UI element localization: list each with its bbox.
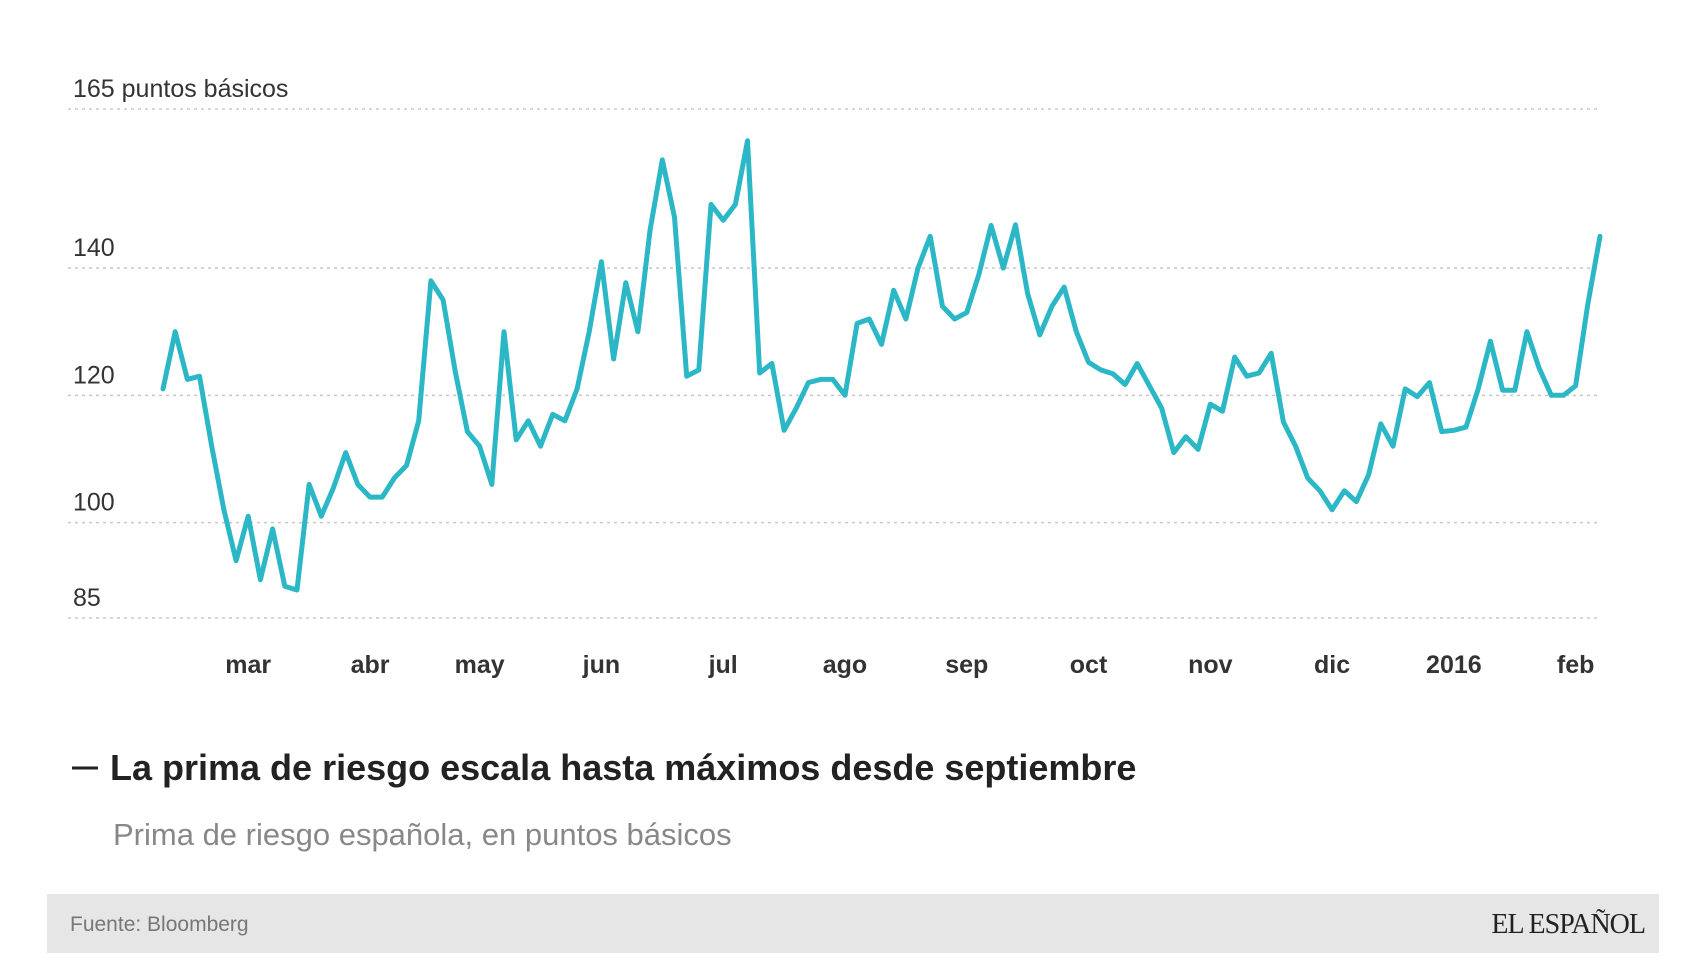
y-tick-label: 140	[73, 234, 115, 262]
x-tick-label: nov	[1188, 651, 1233, 679]
brand-logo: EL ESPAÑOL	[1491, 909, 1645, 940]
x-tick-label: jun	[582, 651, 621, 679]
x-tick-label: may	[455, 651, 505, 679]
chart-subtitle: Prima de riesgo española, en puntos bási…	[113, 817, 732, 852]
x-tick-label: jul	[708, 651, 738, 679]
x-tick-label: oct	[1070, 651, 1108, 679]
y-tick-label: 165 puntos básicos	[73, 75, 288, 103]
x-tick-label: feb	[1557, 651, 1595, 679]
footer-band	[47, 894, 1659, 953]
x-tick-label: abr	[351, 651, 390, 679]
x-tick-label: dic	[1314, 651, 1350, 679]
x-tick-label: mar	[225, 651, 271, 679]
x-tick-label: sep	[945, 651, 988, 679]
y-tick-label: 120	[73, 361, 115, 389]
data-line	[160, 138, 1603, 593]
y-tick-label: 100	[73, 489, 115, 517]
x-tick-label: 2016	[1426, 651, 1482, 679]
x-tick-label: ago	[823, 651, 867, 679]
chart-title: La prima de riesgo escala hasta máximos …	[110, 747, 1136, 788]
source: Fuente: Bloomberg	[70, 913, 249, 936]
y-tick-label: 85	[73, 584, 101, 612]
